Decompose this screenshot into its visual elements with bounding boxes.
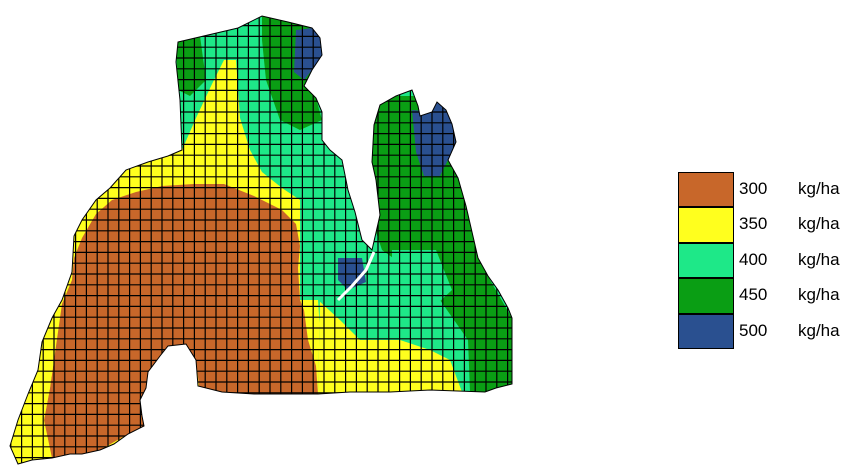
legend-value: 400: [739, 249, 768, 269]
legend-swatch: [678, 207, 734, 243]
legend-value: 450: [739, 285, 768, 305]
legend-value: 300: [739, 179, 768, 198]
legend-unit: kg/ha: [798, 249, 840, 269]
legend: 300 kg/ha 350 kg/ha 400 kg/ha 450 kg/ha …: [678, 172, 861, 349]
legend-value: 500: [739, 320, 768, 340]
legend-item-450: 450 kg/ha: [678, 278, 861, 314]
application-rate-map: [9, 15, 513, 465]
zone-500: [294, 28, 322, 80]
legend-unit: kg/ha: [798, 320, 840, 340]
legend-unit: kg/ha: [798, 214, 840, 234]
legend-item-400: 400 kg/ha: [678, 242, 861, 279]
legend-value: 350: [739, 214, 768, 234]
legend-swatch: [678, 172, 734, 208]
legend-item-500: 500 kg/ha: [678, 313, 861, 349]
legend-item-300: 300 kg/ha: [678, 172, 861, 208]
legend-item-350: 350 kg/ha: [678, 207, 861, 243]
legend-unit: kg/ha: [798, 179, 840, 198]
legend-unit: kg/ha: [798, 285, 840, 305]
legend-swatch: [678, 242, 734, 279]
legend-swatch: [678, 313, 734, 349]
legend-swatch: [678, 278, 734, 314]
